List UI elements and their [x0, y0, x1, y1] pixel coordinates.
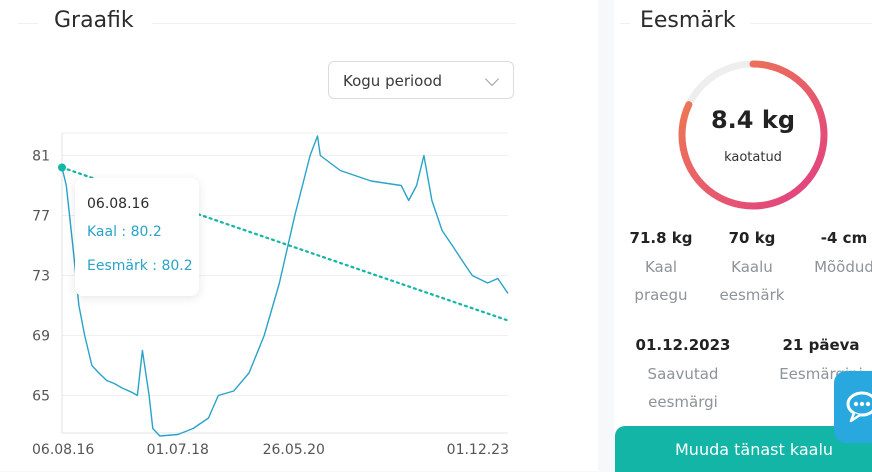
title-divider — [620, 23, 630, 24]
y-tick-label: 69 — [32, 329, 50, 345]
y-tick-label: 77 — [32, 209, 50, 225]
y-tick-label: 81 — [32, 149, 50, 165]
tooltip-goal: Eesmärk : 80.2 — [87, 258, 193, 274]
stat-measurements: -4 cm Mõõdud — [806, 229, 872, 281]
tooltip-weight: Kaal : 80.2 — [87, 224, 162, 240]
goal-panel — [614, 0, 872, 471]
stat-goal-weight: 70 kg Kaalu eesmärk — [712, 229, 792, 309]
lost-weight-value: 8.4 kg — [710, 106, 795, 134]
y-tick-label: 65 — [32, 389, 50, 405]
period-select[interactable]: Kogu periood — [328, 61, 514, 99]
goal-section-title: Eesmärk — [640, 8, 736, 33]
stat-value: 71.8 kg — [629, 229, 693, 247]
stat-label: Kaalu eesmärk — [719, 258, 785, 304]
tooltip-date: 06.08.16 — [87, 196, 150, 212]
chart-section-title: Graafik — [54, 8, 134, 33]
chat-icon — [846, 391, 872, 423]
goal-progress-ring: 8.4 kg kaotatud — [678, 60, 828, 210]
x-tick-label: 26.05.20 — [263, 442, 325, 458]
stat-current-weight: 71.8 kg Kaal praegu — [621, 229, 701, 309]
update-weight-button[interactable]: Muuda tänast kaalu — [615, 426, 872, 472]
stat-value: 01.12.2023 — [635, 336, 731, 354]
title-divider — [18, 23, 38, 24]
chat-button[interactable] — [834, 371, 872, 443]
y-tick-label: 73 — [32, 269, 50, 285]
stat-value: 70 kg — [728, 229, 776, 247]
title-divider — [152, 23, 516, 24]
x-tick-label: 01.07.18 — [147, 442, 209, 458]
stat-label: Mõõdud — [814, 258, 872, 276]
update-weight-button-label: Muuda tänast kaalu — [675, 440, 834, 459]
x-tick-label: 06.08.16 — [32, 442, 94, 458]
lost-weight-label: kaotatud — [724, 150, 782, 165]
period-select-value: Kogu periood — [343, 72, 443, 90]
stat-label: Kaal praegu — [634, 258, 688, 304]
chart-tooltip: 06.08.16 Kaal : 80.2 Eesmärk : 80.2 — [75, 178, 199, 296]
stat-value: 21 päeva — [782, 336, 860, 354]
ring-progress — [678, 60, 828, 210]
weight-series-line — [61, 135, 509, 437]
title-divider — [750, 23, 872, 24]
x-tick-label: 01.12.23 — [447, 442, 509, 458]
stat-value: -4 cm — [820, 229, 868, 247]
hover-point[interactable] — [58, 163, 66, 172]
stat-achieve-date: 01.12.2023 Saavutad eesmärgi — [628, 336, 738, 416]
stat-label: Saavutad eesmärgi — [647, 365, 719, 411]
